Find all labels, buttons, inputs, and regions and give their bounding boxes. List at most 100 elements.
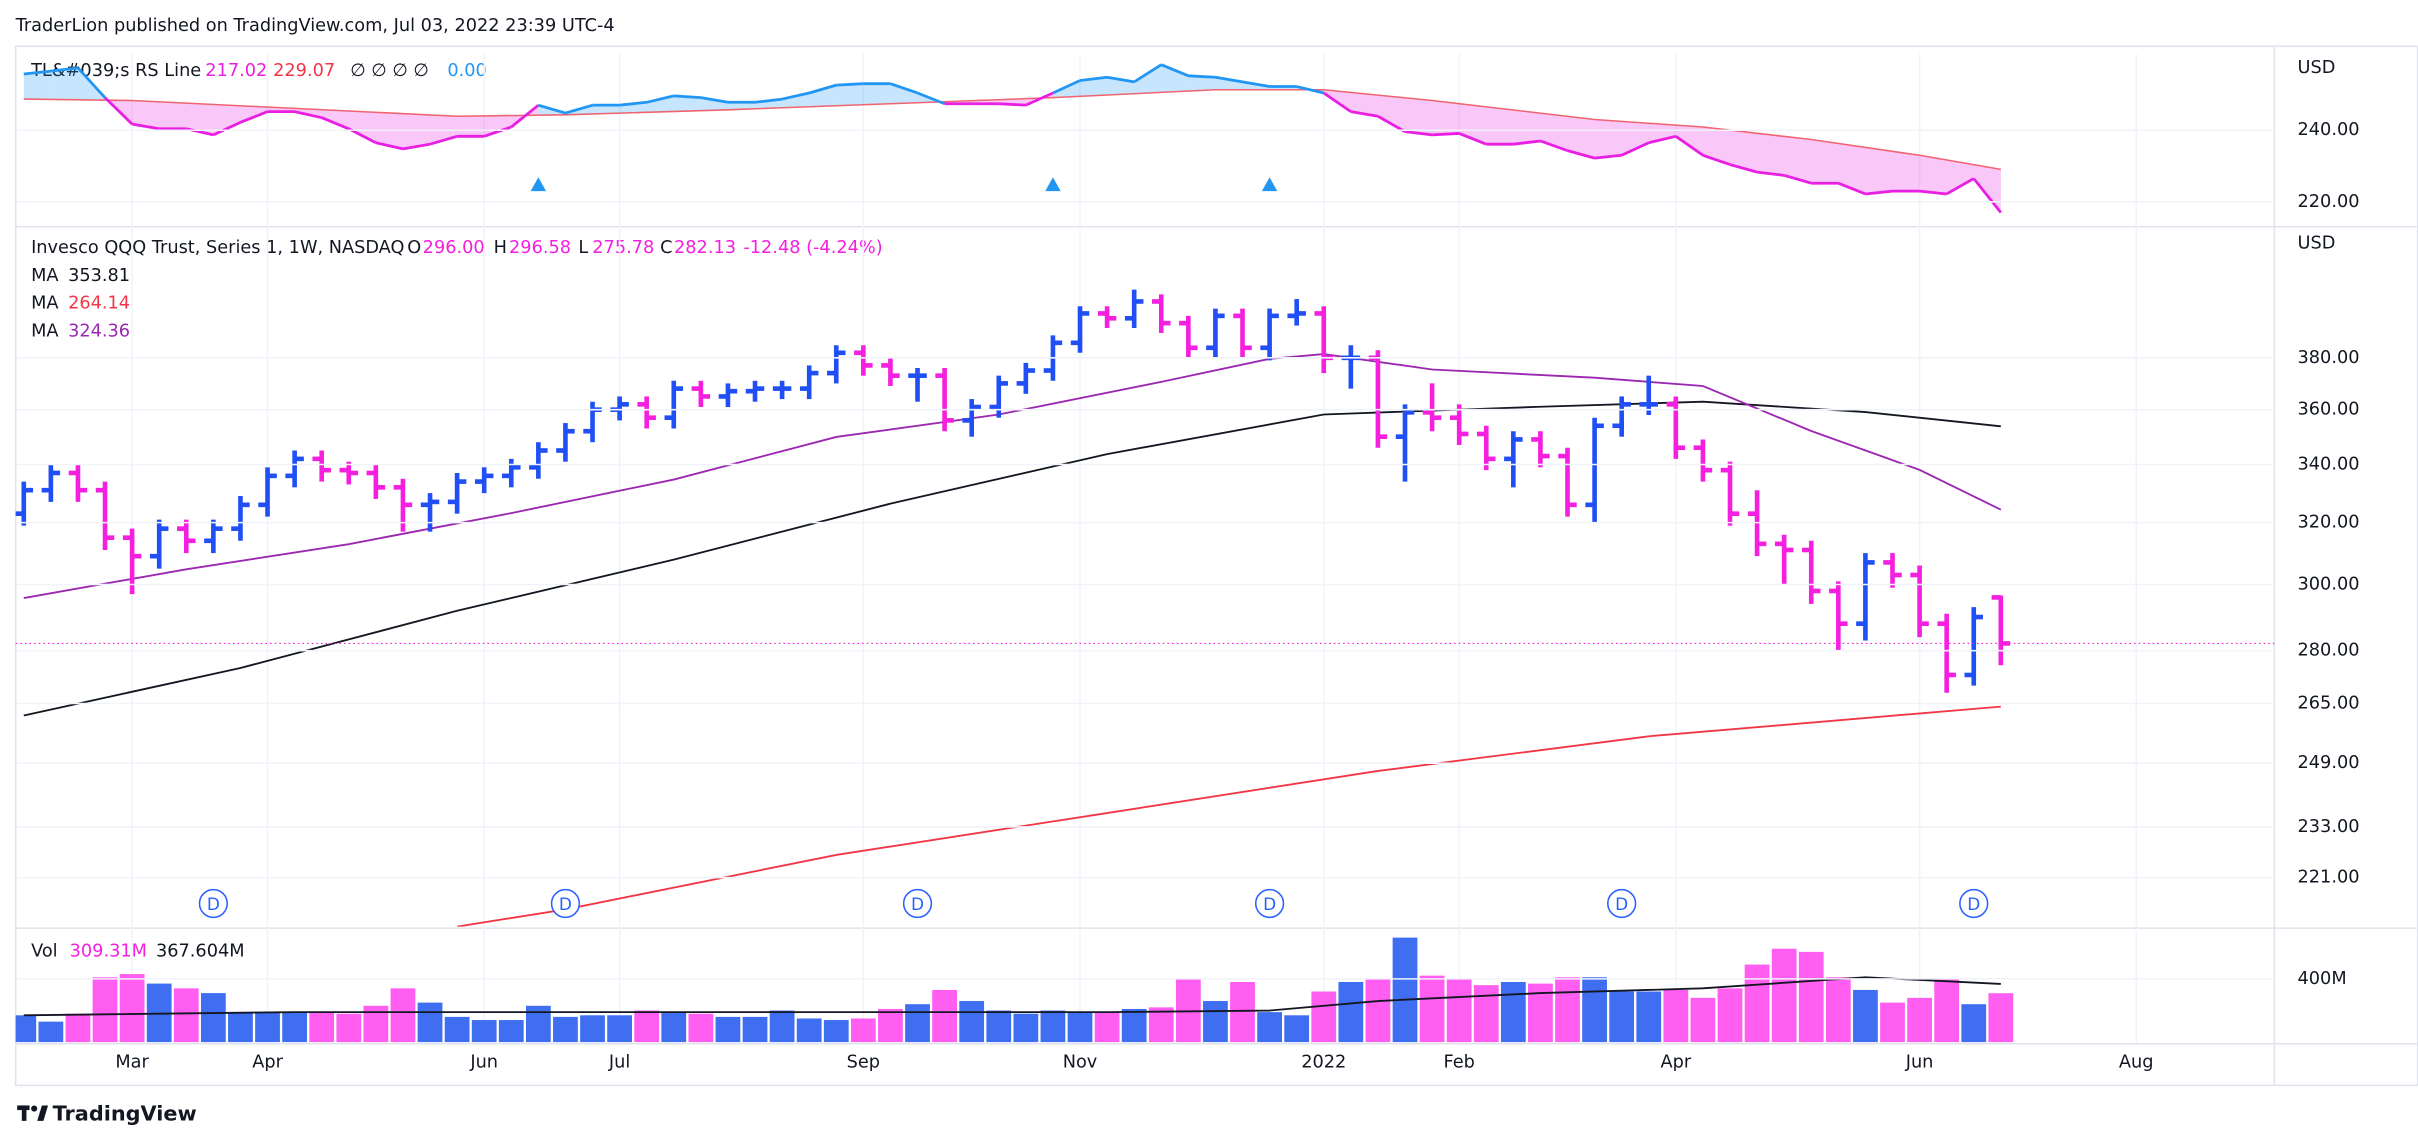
dividend-label: D (559, 894, 572, 914)
rs-line-segment (76, 66, 107, 99)
rs-legend-value: ∅ ∅ ∅ ∅ (350, 61, 429, 81)
volume-bar (932, 989, 957, 1043)
volume-bar (661, 1012, 687, 1043)
rs-fill (132, 100, 160, 129)
rs-legend-value: 0.00 (447, 61, 486, 81)
footer-brand: TradingView (53, 1102, 197, 1126)
rs-line-segment (294, 110, 323, 120)
ohlc-key: C (660, 238, 672, 258)
rs-line-segment (321, 116, 350, 131)
dividend-marker (902, 888, 933, 919)
rs-fill (1730, 130, 1758, 173)
rs-fill (1215, 77, 1243, 90)
ohlc-key: H (494, 238, 507, 258)
y-tick-label: 340.00 (2297, 454, 2359, 474)
rs-line-segment (889, 82, 918, 95)
rs-legend-value: 217.02 (205, 61, 267, 81)
x-tick-label: Apr (1661, 1052, 1692, 1072)
rs-fill (213, 104, 241, 135)
volume-bar (688, 1013, 714, 1043)
rs-fill (1513, 109, 1541, 145)
volume-bar (1311, 991, 1337, 1043)
rs-line-segment (1675, 135, 1704, 157)
rs-fill (646, 95, 674, 113)
rs-fill (1865, 147, 1893, 194)
volume-bar (390, 988, 416, 1043)
volume-bar (607, 1015, 632, 1043)
y-tick-label: 320.00 (2297, 513, 2359, 533)
rs-line-segment (1729, 163, 1758, 174)
volume-bar (1365, 978, 1391, 1043)
volume-bar (1230, 982, 1255, 1043)
rs-line-segment (619, 100, 647, 107)
volume-bar (92, 977, 118, 1043)
rs-line-segment (1133, 63, 1163, 84)
volume-bar (715, 1016, 741, 1043)
rs-fill (50, 67, 78, 100)
ma-legend-name: MA (31, 321, 58, 341)
dividend-label: D (207, 894, 220, 914)
rs-fill (727, 102, 756, 110)
rs-fill (1675, 125, 1703, 156)
x-tick-label: Feb (1443, 1052, 1474, 1072)
rs-line-segment (1322, 91, 1352, 113)
rs-fill (1432, 100, 1460, 135)
volume-title: Vol (31, 941, 58, 961)
x-tick-label: Jul (608, 1052, 630, 1072)
rs-fill (186, 103, 214, 135)
rs-line-segment (781, 91, 810, 101)
ma-legend-name: MA (31, 294, 58, 314)
rs-fill (1838, 143, 1866, 194)
volume-bar (1961, 1004, 1987, 1043)
currency-label: USD (2297, 58, 2335, 78)
ohlc-value: 296.58 (509, 238, 571, 258)
rs-fill (1134, 64, 1162, 94)
volume-bar (1257, 1012, 1282, 1043)
volume-bar (959, 1001, 985, 1043)
rs-fill (1080, 77, 1108, 97)
rs-fill (1973, 164, 2001, 213)
volume-bar (1555, 977, 1580, 1043)
ohlc-key: O (407, 238, 421, 258)
volume-bar (1934, 978, 1960, 1043)
rs-line-segment (1539, 139, 1568, 152)
rs-fill (782, 92, 810, 108)
signal-marker (1261, 177, 1278, 192)
rs-line-segment (1865, 189, 1893, 196)
volume-bar (580, 1015, 605, 1043)
volume-bar (38, 1021, 64, 1043)
volume-bar (553, 1016, 578, 1043)
rs-fill (402, 113, 431, 149)
volume-legend-value: 309.31M (70, 941, 147, 961)
volume-bar (15, 1015, 37, 1043)
rs-line-segment (1919, 189, 1947, 196)
rs-fill (1459, 103, 1487, 145)
rs-line-segment (1079, 75, 1108, 82)
rs-fill (1892, 151, 1920, 192)
y-tick-label: 220.00 (2297, 192, 2359, 212)
dividend-marker (1959, 888, 1989, 919)
volume-bar (1094, 1012, 1120, 1043)
rs-line-segment (1025, 91, 1054, 107)
volume-bar (1121, 1008, 1147, 1043)
rs-fill (457, 115, 485, 137)
volume-bar (796, 1018, 822, 1043)
rs-line-segment (1215, 75, 1243, 84)
x-tick-label: 2022 (1301, 1052, 1346, 1072)
rs-title: TL&#039;s RS Line (30, 61, 201, 81)
rs-fill (1188, 75, 1216, 92)
volume-bar (309, 1012, 335, 1043)
volume-bar (336, 1013, 362, 1043)
x-tick-label: Mar (115, 1052, 149, 1072)
y-tick-label: 233.00 (2297, 817, 2359, 837)
rs-line-segment (1106, 75, 1135, 84)
ma-legend-value: 324.36 (68, 321, 130, 341)
rs-fill (700, 97, 728, 111)
volume-bar (634, 1010, 660, 1043)
volume-bar (200, 993, 226, 1043)
panel (23, 63, 2002, 214)
dividend-label: D (1615, 894, 1628, 914)
y-tick-label: 240.00 (2297, 120, 2359, 140)
y-tick-label: 221.00 (2297, 868, 2359, 888)
rs-line-segment (808, 83, 837, 95)
